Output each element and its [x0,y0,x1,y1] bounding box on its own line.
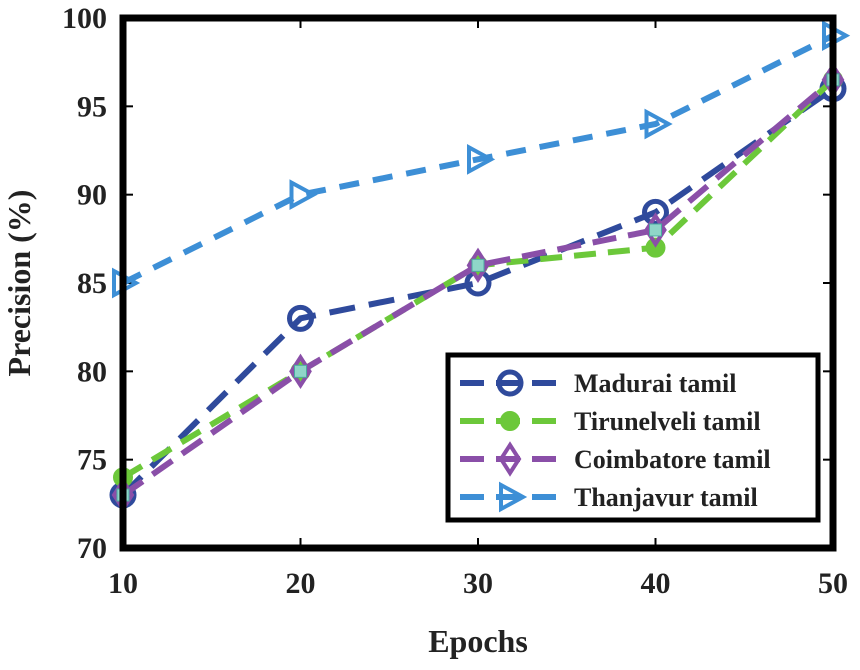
overlap-marker-30 [471,258,485,272]
data-point-madurai-tamil-20 [287,304,314,332]
x-tick-label-10: 10 [108,567,138,600]
legend-marker-coimbatore-tamil [498,441,522,477]
y-tick-label-70: 70 [77,532,107,565]
y-tick-label-75: 75 [77,444,107,477]
y-tick-label-85: 85 [77,267,107,300]
data-point-madurai-tamil-40 [642,198,669,226]
legend-label-tirunelveli-tamil: Tirunelveli tamil [574,407,761,436]
x-tick-label-30: 30 [463,567,493,600]
y-tick-label-80: 80 [77,355,107,388]
y-tick-label-95: 95 [77,90,107,123]
legend-marker-thanjavur-tamil [499,481,528,513]
legend-marker-tirunelveli-tamil [500,411,520,431]
x-axis-label: Epochs [428,623,528,659]
x-tick-label-40: 40 [641,567,671,600]
y-tick-label-90: 90 [77,179,107,212]
overlap-marker-20 [294,364,307,378]
legend-label-coimbatore-tamil: Coimbatore tamil [574,445,771,474]
y-tick-label-100: 100 [62,2,107,35]
legend-marker-madurai-tamil [496,369,524,397]
overlap-marker-40 [649,223,662,237]
data-point-thanjavur-tamil-30 [467,143,496,175]
y-axis-label: Precision (%) [1,190,37,377]
legend-label-thanjavur-tamil: Thanjavur tamil [574,483,758,512]
series-line-thanjavur-tamil [121,32,835,286]
series-line-madurai-tamil [120,86,835,498]
plot-frame [119,14,837,552]
x-tick-label-50: 50 [818,567,848,600]
x-tick-label-20: 20 [286,567,316,600]
legend-label-madurai-tamil: Madurai tamil [574,369,737,398]
data-point-thanjavur-tamil-20 [289,179,318,211]
data-point-thanjavur-tamil-40 [644,108,673,140]
series-line-coimbatore-tamil [121,77,835,498]
